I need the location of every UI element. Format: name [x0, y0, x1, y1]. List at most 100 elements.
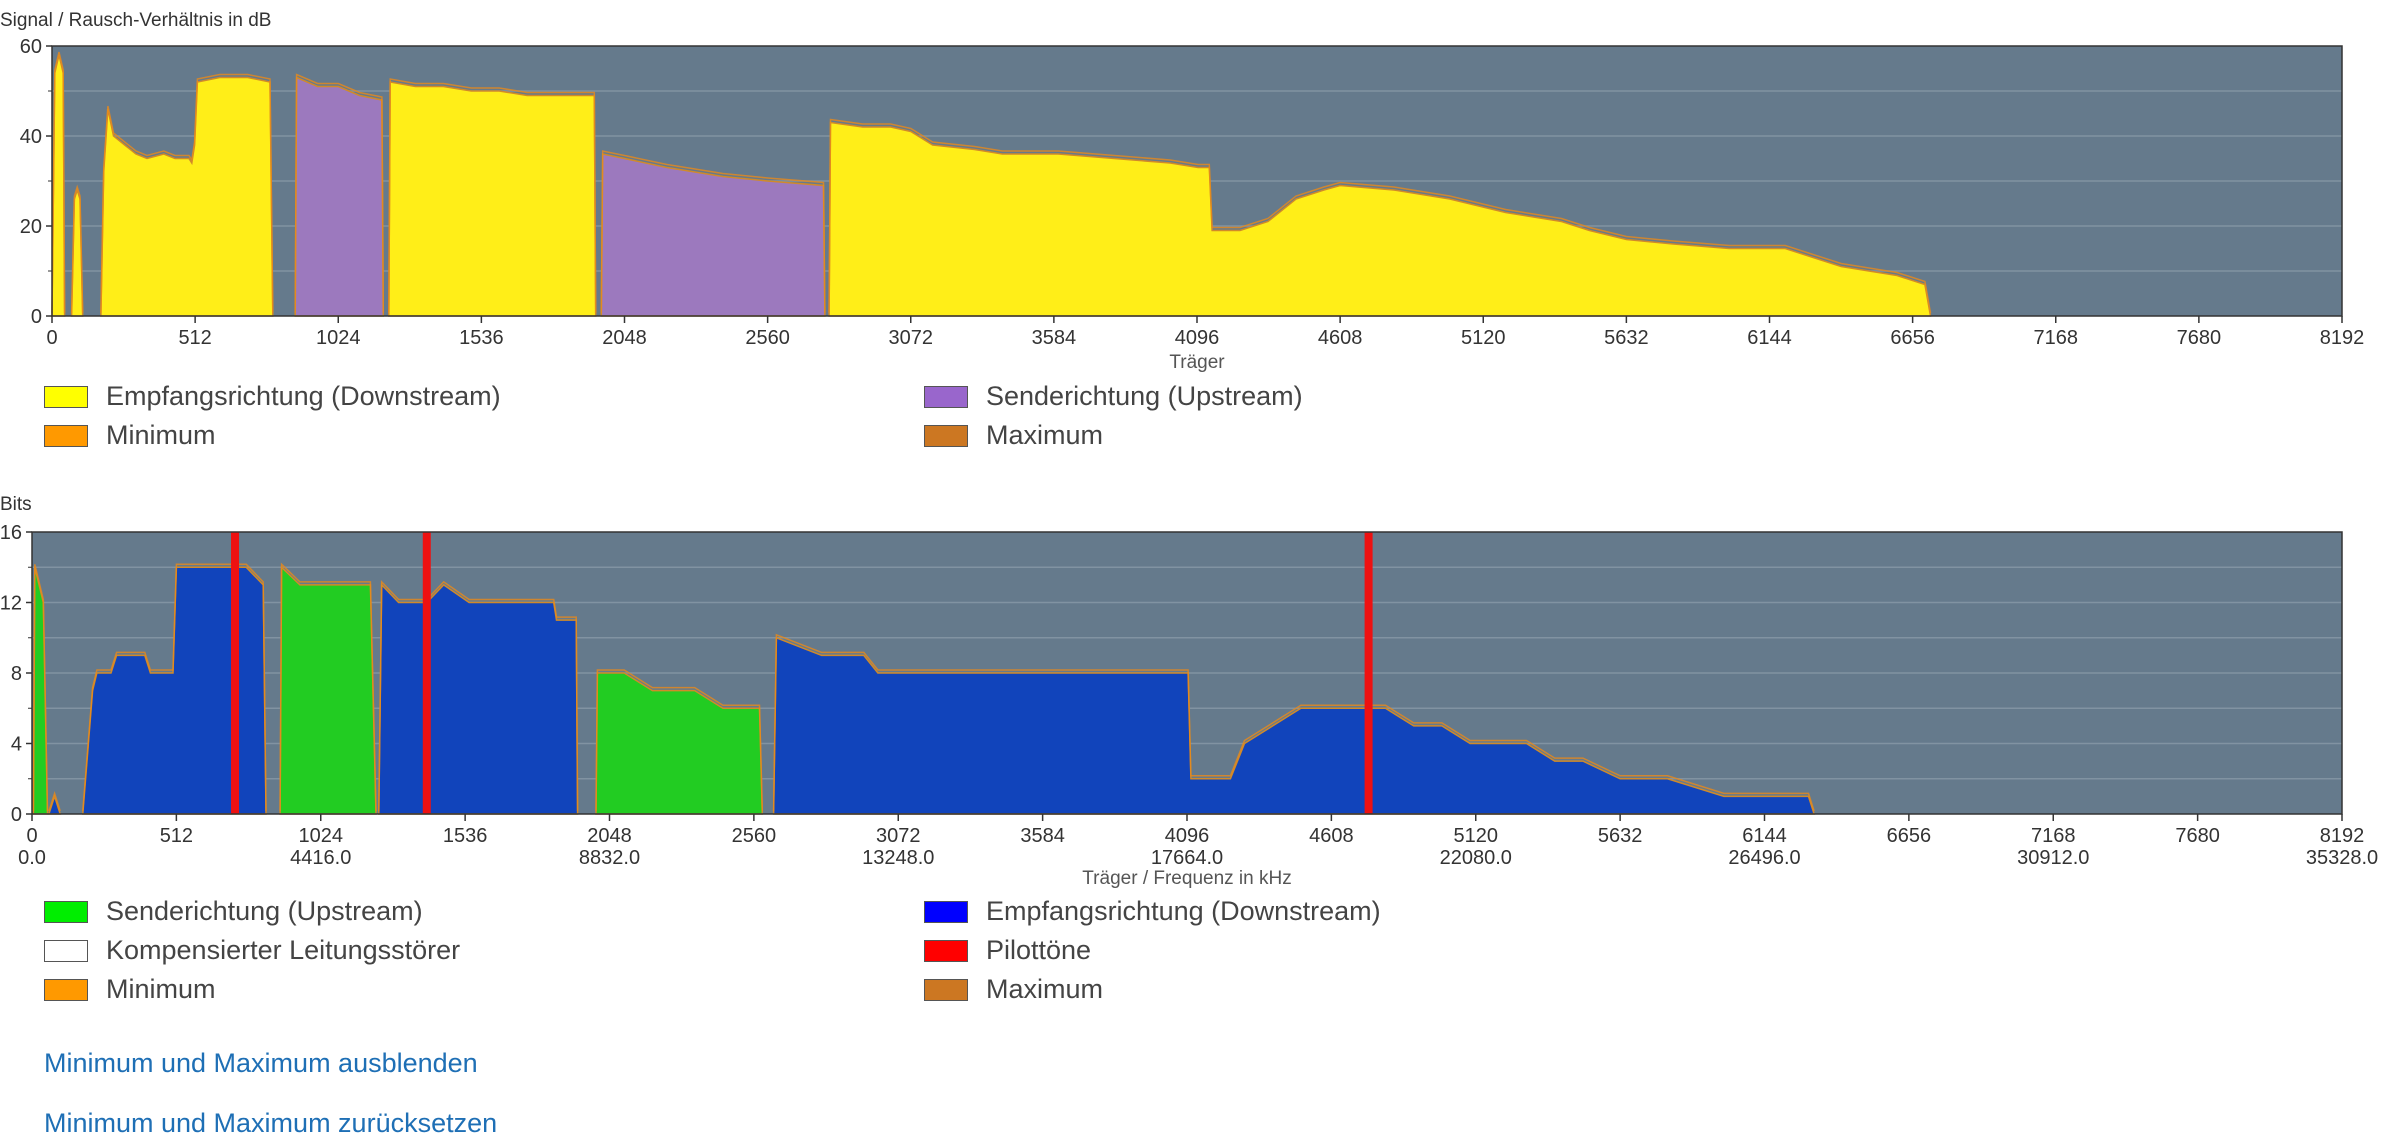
- area-1-2: [378, 583, 579, 815]
- snr-legend-label-downstream: Empfangsrichtung (Downstream): [106, 381, 501, 411]
- x-tick-label-9: 4608: [1318, 327, 1363, 349]
- bits-legend-label-minimum: Minimum: [106, 974, 216, 1004]
- bits-legend-item-pilot: Pilottöne: [924, 934, 1804, 967]
- hide-minmax-link[interactable]: Minimum und Maximum ausblenden: [44, 1048, 478, 1078]
- x-tick-label-14: 7168: [2031, 825, 2076, 847]
- snr-legend-label-upstream: Senderichtung (Upstream): [986, 381, 1303, 411]
- bits-legend-swatch-downstream: [924, 900, 968, 923]
- x-tick-label-16: 8192: [2320, 825, 2365, 847]
- y-tick-label-3: 12: [0, 593, 22, 615]
- bits-legend-item-downstream: Empfangsrichtung (Downstream): [924, 895, 1804, 928]
- bits-legend: Senderichtung (Upstream) Empfangsrichtun…: [44, 895, 1824, 1006]
- y-tick-label-0: 0: [31, 306, 42, 328]
- area-1-3: [772, 636, 1816, 815]
- minmax-line-1-1: [82, 563, 267, 812]
- bits-legend-label-pilot: Pilottöne: [986, 935, 1092, 965]
- y-tick-label-2: 40: [20, 126, 42, 148]
- reset-minmax-link[interactable]: Minimum und Maximum zurücksetzen: [44, 1108, 498, 1138]
- x-tick-label-1: 512: [160, 825, 193, 847]
- minmax-line-0-1: [70, 184, 84, 314]
- bits-legend-item-minimum: Minimum: [44, 973, 924, 1006]
- bits-legend-label-downstream: Empfangsrichtung (Downstream): [986, 896, 1381, 926]
- x-axis-title: Träger: [1169, 352, 1225, 373]
- minmax-line-1-1: [600, 150, 826, 314]
- x-tick-label-12: 6144: [1747, 327, 1792, 349]
- x-tick-label-4: 2048: [587, 825, 632, 847]
- minmax-line-1-0: [48, 790, 61, 812]
- x-axis-title: Träger / Frequenz in kHz: [1082, 868, 1291, 889]
- snr-legend-swatch-downstream: [44, 385, 88, 408]
- snr-legend-item-maximum: Maximum: [924, 419, 1804, 452]
- minmax-line-0-2: [595, 669, 764, 812]
- x-khz-label-7: 30912.0: [2017, 847, 2089, 869]
- snr-legend-item-minimum: Minimum: [44, 419, 924, 452]
- snr-legend-swatch-minimum: [44, 424, 88, 447]
- x-khz-label-4: 17664.0: [1151, 847, 1223, 869]
- snr-legend: Empfangsrichtung (Downstream) Sendericht…: [44, 380, 1824, 452]
- minmax-line-1-0: [294, 73, 385, 314]
- y-tick-label-0: 0: [11, 804, 22, 826]
- x-khz-label-3: 13248.0: [862, 847, 934, 869]
- bits-chart: 0 4 8 12 16 0 512 1024 1536 2048 2560 3072 3584 4096 4…: [0, 522, 2378, 889]
- area-0-4: [828, 121, 1932, 317]
- x-tick-label-2: 1024: [299, 825, 344, 847]
- minmax-line-0-3: [388, 78, 597, 314]
- x-tick-label-6: 3072: [876, 825, 921, 847]
- bits-legend-label-maximum: Maximum: [986, 974, 1104, 1004]
- x-tick-label-1: 512: [178, 327, 211, 349]
- x-tick-label-9: 4608: [1309, 825, 1354, 847]
- x-tick-label-11: 5632: [1604, 327, 1649, 349]
- y-tick-label-1: 20: [20, 216, 42, 238]
- bits-legend-item-compensated: Kompensierter Leitungsstörer: [44, 934, 924, 967]
- x-tick-label-6: 3072: [889, 327, 934, 349]
- x-khz-label-8: 35328.0: [2306, 847, 2378, 869]
- snr-y-axis-title: Signal / Rausch-Verhältnis in dB: [0, 10, 272, 31]
- snr-legend-label-minimum: Minimum: [106, 420, 216, 450]
- x-tick-label-16: 8192: [2320, 327, 2365, 349]
- x-tick-label-12: 6144: [1742, 825, 1787, 847]
- x-tick-label-3: 1536: [459, 327, 504, 349]
- x-tick-label-5: 2560: [745, 327, 790, 349]
- minmax-line-0-2: [100, 73, 274, 314]
- x-khz-label-1: 4416.0: [290, 847, 351, 869]
- x-tick-label-8: 4096: [1165, 825, 1210, 847]
- bits-legend-label-compensated: Kompensierter Leitungsstörer: [106, 935, 461, 965]
- pilot-tone-1: [422, 532, 431, 814]
- snr-legend-item-upstream: Senderichtung (Upstream): [924, 380, 1804, 413]
- x-khz-label-5: 22080.0: [1440, 847, 1512, 869]
- x-tick-label-11: 5632: [1598, 825, 1643, 847]
- minmax-line-0-4: [828, 118, 1932, 314]
- minmax-line-0-0: [32, 564, 49, 812]
- snr-legend-swatch-maximum: [924, 424, 968, 447]
- x-tick-label-2: 1024: [316, 327, 361, 349]
- bits-legend-label-upstream: Senderichtung (Upstream): [106, 896, 423, 926]
- x-tick-label-10: 5120: [1454, 825, 1499, 847]
- bits-y-axis-title: Bits: [0, 494, 32, 515]
- bits-legend-swatch-maximum: [924, 978, 968, 1001]
- x-tick-label-7: 3584: [1020, 825, 1065, 847]
- x-tick-label-0: 0: [46, 327, 57, 349]
- bits-legend-swatch-minimum: [44, 978, 88, 1001]
- y-tick-label-4: 16: [0, 522, 22, 544]
- x-tick-label-10: 5120: [1461, 327, 1506, 349]
- x-tick-label-13: 6656: [1890, 327, 1935, 349]
- x-khz-label-0: 0.0: [18, 847, 46, 869]
- snr-legend-swatch-upstream: [924, 385, 968, 408]
- x-tick-label-15: 7680: [2177, 327, 2222, 349]
- bits-legend-swatch-compensated: [44, 939, 88, 962]
- x-tick-label-8: 4096: [1175, 327, 1220, 349]
- area-0-3: [388, 81, 597, 317]
- bits-legend-item-upstream: Senderichtung (Upstream): [44, 895, 924, 928]
- snr-legend-label-maximum: Maximum: [986, 420, 1104, 450]
- bits-legend-swatch-upstream: [44, 900, 88, 923]
- x-khz-label-2: 8832.0: [579, 847, 640, 869]
- snr-legend-item-downstream: Empfangsrichtung (Downstream): [44, 380, 924, 413]
- x-tick-label-14: 7168: [2034, 327, 2079, 349]
- minmax-line-0-1: [279, 562, 377, 812]
- area-1-0: [294, 76, 385, 317]
- bits-legend-swatch-pilot: [924, 939, 968, 962]
- x-tick-label-7: 3584: [1032, 327, 1077, 349]
- x-tick-label-5: 2560: [732, 825, 777, 847]
- x-tick-label-4: 2048: [602, 327, 647, 349]
- minmax-line-1-3: [772, 633, 1815, 812]
